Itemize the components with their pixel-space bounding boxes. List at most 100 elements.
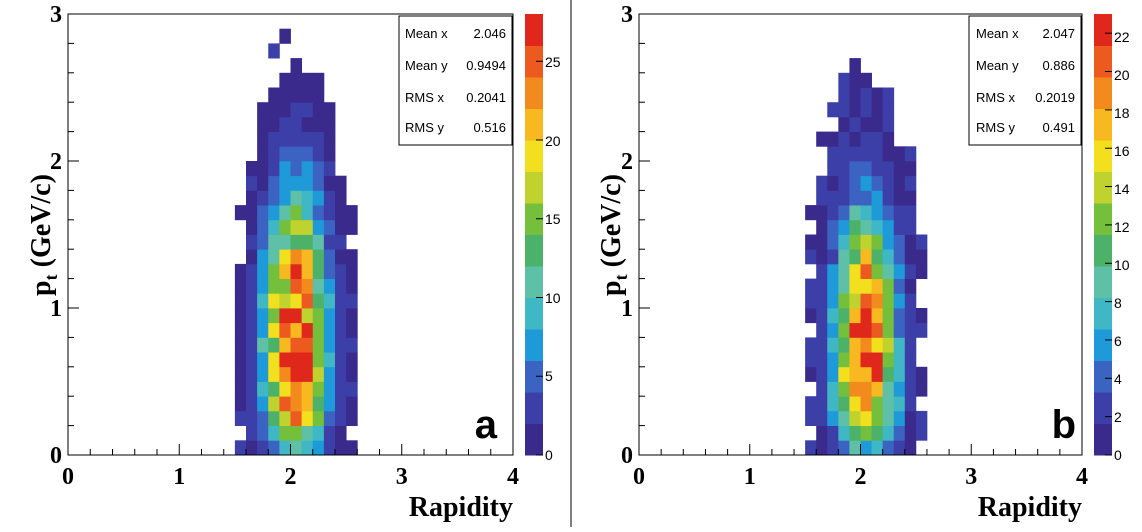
heatmap-cell [335, 366, 347, 382]
x-tick-label: 2 [285, 464, 297, 490]
heatmap-cell [860, 175, 872, 191]
heatmap-cell [882, 337, 895, 353]
heatmap-cells [805, 58, 928, 456]
heatmap-cell [279, 219, 291, 235]
color-scale-swatch [525, 360, 543, 393]
heatmap-cell [871, 175, 884, 191]
heatmap-cell [860, 146, 872, 162]
heatmap-cell [279, 190, 291, 206]
heatmap-cell [860, 308, 872, 324]
heatmap-cell [871, 425, 884, 441]
heatmap-cell [335, 425, 347, 441]
heatmap-cell [268, 146, 280, 162]
heatmap-cell [871, 249, 884, 265]
heatmap-cell [893, 410, 906, 426]
heatmap-cell [849, 425, 861, 441]
heatmap-cell [838, 116, 850, 132]
heatmap-cell [346, 293, 358, 309]
heatmap-cell [827, 293, 839, 309]
heatmap-cell [246, 337, 258, 353]
color-scale-label: 22 [1114, 29, 1130, 45]
heatmap-cell [849, 116, 861, 132]
heatmap-cell [234, 337, 247, 353]
heatmap-cell [268, 131, 280, 147]
heatmap-cell [816, 190, 828, 206]
heatmap-cell [290, 146, 303, 162]
stat-label: Mean y [976, 58, 1019, 73]
heatmap-cell [904, 161, 917, 177]
heatmap-cell [816, 366, 828, 382]
heatmap-cell [312, 205, 325, 221]
heatmap-cell [323, 308, 336, 324]
heatmap-cell [312, 425, 325, 441]
heatmap-cell [838, 87, 850, 103]
heatmap-cell [904, 278, 917, 294]
y-tick-labels: 0 1 2 3 [621, 2, 633, 469]
y-tick-label: 2 [50, 149, 62, 175]
heatmap-cell [904, 322, 917, 338]
heatmap-cell [257, 219, 269, 235]
heatmap-cell [290, 440, 303, 456]
heatmap-cell [838, 263, 850, 279]
heatmap-cell [860, 190, 872, 206]
panel-label: a [475, 403, 498, 447]
color-scale-swatch [1094, 171, 1112, 204]
color-scale-label: 5 [545, 368, 553, 384]
heatmap-cell [827, 366, 839, 382]
color-scale-swatch [1094, 392, 1112, 424]
heatmap-cell [323, 205, 336, 221]
heatmap-cell [904, 396, 917, 412]
heatmap-cell [816, 219, 828, 235]
color-scale-swatch [1094, 14, 1112, 46]
heatmap-cell [893, 146, 906, 162]
heatmap-cell [827, 396, 839, 412]
heatmap-cell [290, 337, 303, 353]
heatmap-cell [268, 43, 280, 59]
heatmap-cell [312, 366, 325, 382]
color-scale-labels: 0 5 10 15 20 25 [545, 54, 561, 463]
heatmap-cell [290, 278, 303, 294]
color-scale-label: 20 [1114, 67, 1130, 83]
heatmap-cell [234, 366, 247, 382]
heatmap-cell [816, 381, 828, 397]
heatmap-cell [268, 352, 280, 368]
heatmap-cell [301, 161, 314, 177]
heatmap-cell [816, 322, 828, 338]
heatmap-cell [279, 425, 291, 441]
heatmap-cell [904, 410, 917, 426]
heatmap-cell [805, 205, 817, 221]
heatmap-cell [279, 322, 291, 338]
heatmap-cell [279, 308, 291, 324]
heatmap-cell [290, 396, 303, 412]
heatmap-cell [871, 337, 884, 353]
heatmap-cell [893, 381, 906, 397]
heatmap-cell [882, 293, 895, 309]
heatmap-cell [849, 205, 861, 221]
heatmap-cell [871, 440, 884, 456]
panel-b: 0 1 2 3 4 0 1 2 3 Rapidity pt (GeV/c) b … [596, 2, 1130, 523]
heatmap-cell [871, 396, 884, 412]
heatmap-cell [860, 116, 872, 132]
heatmap-cell [860, 425, 872, 441]
heatmap-cell [335, 410, 347, 426]
heatmap-cell [268, 87, 280, 103]
heatmap-cell [257, 146, 269, 162]
color-scale-label: 10 [545, 290, 561, 306]
heatmap-cell [312, 116, 325, 132]
heatmap-cell [893, 322, 906, 338]
y-tick-label: 1 [621, 296, 633, 322]
heatmap-cell [915, 381, 928, 397]
stats-box-frame [398, 15, 513, 146]
y-tick-labels: 0 1 2 3 [50, 2, 62, 469]
heatmap-cell [849, 308, 861, 324]
heatmap-cell [279, 161, 291, 177]
heatmap-cell [871, 366, 884, 382]
color-scale-swatch [525, 14, 543, 46]
heatmap-cell [882, 366, 895, 382]
heatmap-cell [335, 293, 347, 309]
heatmap-cell [301, 72, 314, 88]
heatmap-cell [871, 190, 884, 206]
heatmap-cell [882, 410, 895, 426]
heatmap-cell [838, 102, 850, 118]
